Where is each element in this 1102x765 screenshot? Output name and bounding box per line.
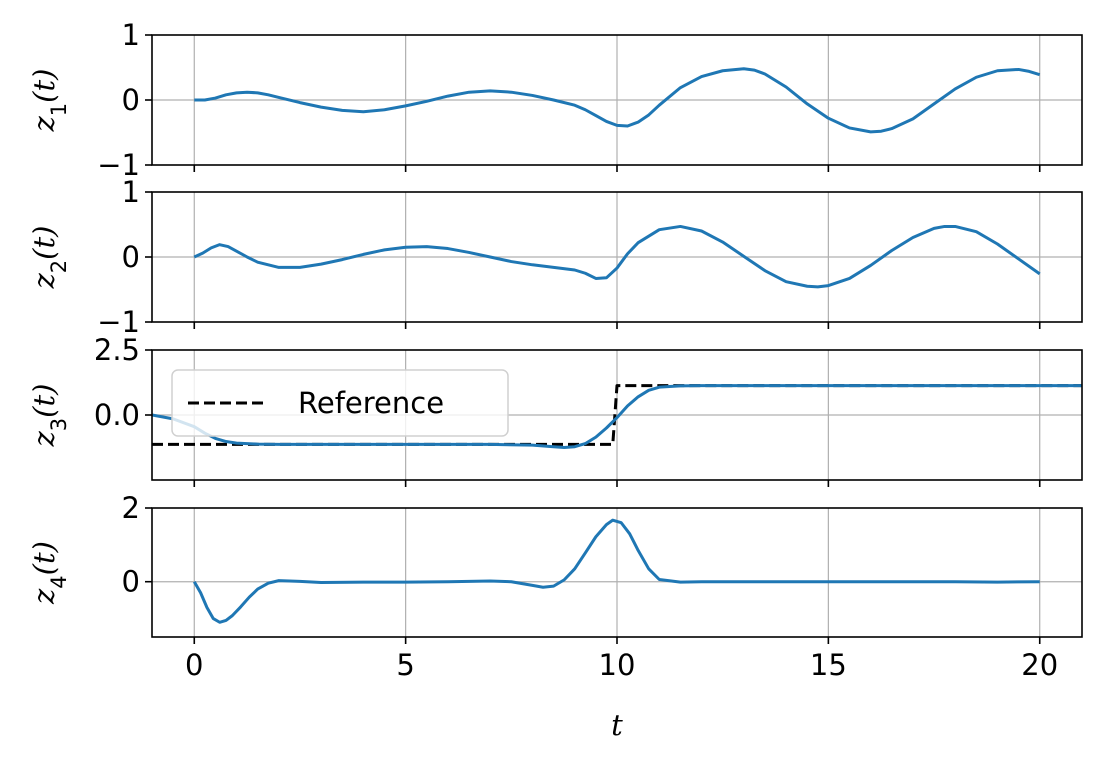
x-tick-label: 5 [396, 648, 414, 682]
series-group-z1 [194, 67, 1041, 134]
panel-z2: −1 0 1 z2(t) [27, 175, 1083, 339]
y-axis-label-z1: z1(t) [27, 69, 71, 133]
y-tick-label: −1 [97, 148, 140, 182]
series-group-z4 [192, 518, 1040, 624]
panel-z1: −1 0 1 z1(t) [27, 18, 1083, 182]
y-axis-label-z4: z4(t) [27, 541, 71, 605]
series-line-z4 [192, 518, 1040, 624]
legend: Reference [171, 369, 509, 437]
y-tick-label: −1 [97, 305, 140, 339]
y-tick-label: 0.0 [94, 398, 140, 432]
x-tick-label: 15 [810, 648, 847, 682]
y-tick-label: 1 [122, 175, 140, 209]
series-group-z2 [193, 224, 1041, 289]
legend-label-reference: Reference [298, 386, 444, 420]
y-tick-label: 0 [122, 240, 140, 274]
y-axis-label-z2: z2(t) [27, 226, 71, 290]
panel-z4: 0 5 10 15 20 0 2 z4(t) t [27, 491, 1083, 742]
panel-z3: 0.0 2.5 z3(t) Reference [27, 333, 1083, 487]
subplot-stack: −1 0 1 z1(t) −1 0 1 z2(t) 0.0 2.5 z3(t) Reference 0 5… [27, 18, 1083, 742]
x-tick-label: 0 [185, 648, 203, 682]
y-tick-label: 2.5 [94, 333, 140, 367]
x-axis-label: t [611, 708, 623, 742]
series-line-z2 [193, 224, 1041, 289]
series-line-z1 [194, 67, 1041, 134]
x-tick-label: 20 [1021, 648, 1058, 682]
y-tick-label: 2 [122, 491, 140, 525]
x-tick-label: 10 [599, 648, 636, 682]
y-tick-label: 0 [122, 565, 140, 599]
grid-z1 [152, 35, 1082, 165]
series-group-z3 [152, 384, 1082, 449]
y-axis-label-z3: z3(t) [27, 384, 71, 448]
legend-box [171, 369, 509, 437]
y-tick-label: 1 [122, 18, 140, 52]
y-tick-label: 0 [122, 83, 140, 117]
series-line-z3 [152, 384, 1082, 449]
